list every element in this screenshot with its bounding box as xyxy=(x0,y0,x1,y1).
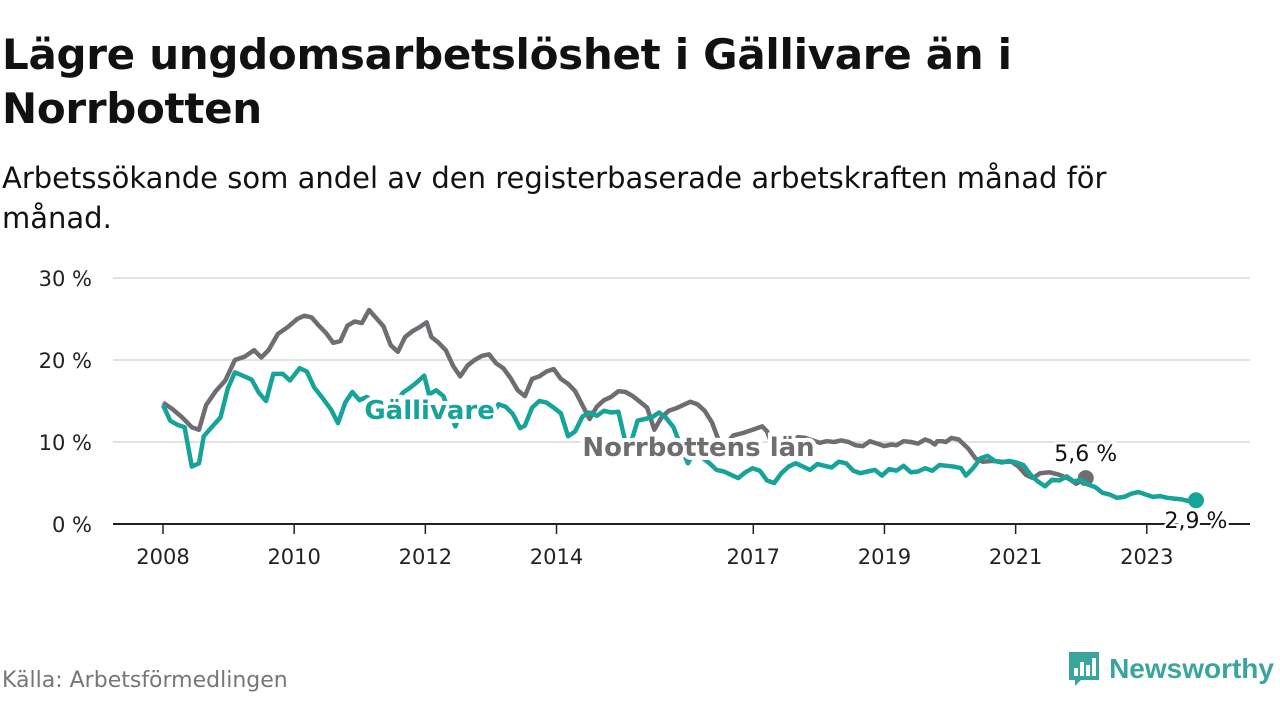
series-name-label: Norrbottens län xyxy=(582,433,814,463)
y-tick-label: 10 % xyxy=(39,431,92,455)
line-chart: 0 % 10 % 20 % 30 % 2008 2010 2012 2014 2017 2019 2… xyxy=(39,267,1250,569)
series-end-marker xyxy=(1188,492,1204,509)
x-tick-label: 2008 xyxy=(136,545,189,569)
y-tick-label: 0 % xyxy=(52,513,92,537)
source-note: Källa: Arbetsförmedlingen xyxy=(2,668,288,693)
x-tick-label: 2023 xyxy=(1120,545,1173,569)
series-line-norrbotten xyxy=(161,307,1087,487)
series-end-label: 5,6 % xyxy=(1054,442,1117,467)
x-tick-label: 2017 xyxy=(727,545,780,569)
y-tick-label: 30 % xyxy=(39,267,92,291)
chart-subtitle: Arbetssökande som andel av den registerb… xyxy=(2,161,1107,235)
series-line-gallivare xyxy=(160,365,1197,504)
y-tick-label: 20 % xyxy=(39,349,92,373)
x-tick-label: 2012 xyxy=(399,545,452,569)
x-tick-label: 2010 xyxy=(267,545,320,569)
brand-name: Newsworthy xyxy=(1109,653,1274,684)
brand-logo: Newsworthy xyxy=(1067,650,1274,688)
x-tick-label: 2021 xyxy=(989,545,1042,569)
chart-title: Lägre ungdomsarbetslöshet i Gällivare än… xyxy=(2,30,1012,133)
series-end-label: 2,9 % xyxy=(1165,509,1228,534)
x-tick-label: 2014 xyxy=(530,545,583,569)
newsworthy-logo-icon xyxy=(1069,652,1100,686)
x-tick-label: 2019 xyxy=(858,545,911,569)
series-name-label: Gällivare xyxy=(364,396,495,426)
